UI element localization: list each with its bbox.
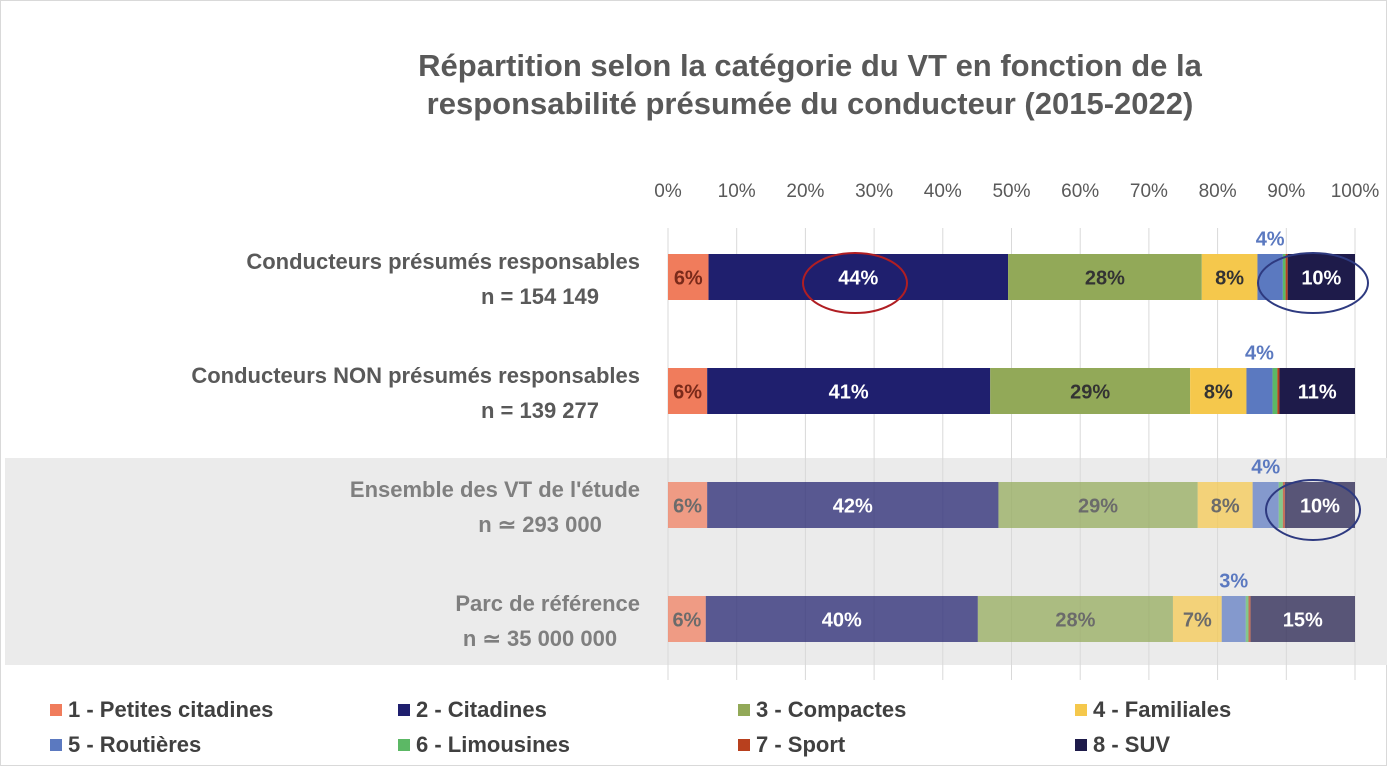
bar-segment bbox=[1287, 254, 1355, 300]
category-sublabel: n = 154 149 bbox=[481, 284, 599, 309]
value-label: 29% bbox=[1078, 495, 1118, 517]
legend-label: 7 - Sport bbox=[756, 732, 846, 757]
legend-label: 1 - Petites citadines bbox=[68, 697, 273, 722]
bar-segment bbox=[705, 596, 978, 642]
value-label: 40% bbox=[822, 609, 862, 631]
x-tick-label: 10% bbox=[718, 181, 756, 202]
bar-segment bbox=[707, 368, 991, 414]
bar-segment bbox=[1246, 368, 1273, 414]
x-tick-label: 0% bbox=[654, 181, 682, 202]
bar-segment bbox=[707, 482, 999, 528]
value-label: 8% bbox=[1215, 267, 1244, 289]
value-label: 6% bbox=[673, 381, 702, 403]
bar-segment bbox=[668, 482, 708, 528]
bar-segment bbox=[1284, 482, 1355, 528]
category-label: Ensemble des VT de l'étude bbox=[350, 477, 640, 502]
x-tick-label: 20% bbox=[786, 181, 824, 202]
category-label: Parc de référence bbox=[455, 591, 640, 616]
legend-swatch bbox=[398, 739, 410, 751]
legend-label: 2 - Citadines bbox=[416, 697, 547, 722]
legend-label: 5 - Routières bbox=[68, 732, 201, 757]
bar-segment bbox=[977, 596, 1173, 642]
bar-segment bbox=[1277, 368, 1280, 414]
bar-segment bbox=[668, 254, 709, 300]
x-tick-label: 60% bbox=[1061, 181, 1099, 202]
bar-segment bbox=[1197, 482, 1253, 528]
x-tick-label: 30% bbox=[855, 181, 893, 202]
value-label: 28% bbox=[1055, 609, 1095, 631]
x-tick-label: 80% bbox=[1199, 181, 1237, 202]
x-tick-label: 40% bbox=[924, 181, 962, 202]
value-label: 7% bbox=[1183, 609, 1212, 631]
value-label: 29% bbox=[1070, 381, 1110, 403]
bar-segment bbox=[708, 254, 1009, 300]
bar-segment bbox=[668, 596, 706, 642]
x-tick-label: 90% bbox=[1267, 181, 1305, 202]
value-label: 6% bbox=[672, 609, 701, 631]
value-label: 3% bbox=[1219, 570, 1248, 592]
value-label: 44% bbox=[838, 267, 878, 289]
bar-segment bbox=[1272, 368, 1278, 414]
legend-label: 4 - Familiales bbox=[1093, 697, 1231, 722]
legend-swatch bbox=[738, 739, 750, 751]
value-label: 6% bbox=[673, 495, 702, 517]
bar-segment bbox=[1201, 254, 1258, 300]
legend-label: 3 - Compactes bbox=[756, 697, 906, 722]
bar-segment bbox=[1190, 368, 1247, 414]
plot: 0% 10% 20% 30% 40% 50% 60% 70% 80% 90% 100% Conduct… bbox=[50, 181, 1379, 757]
legend-swatch bbox=[738, 704, 750, 716]
legend-swatch bbox=[1075, 739, 1087, 751]
legend-swatch bbox=[398, 704, 410, 716]
category-sublabel: n = 139 277 bbox=[481, 398, 599, 423]
annotation-ellipse bbox=[1257, 252, 1369, 314]
bar-segment bbox=[1285, 254, 1288, 300]
legend-swatch bbox=[1075, 704, 1087, 716]
value-label: 4% bbox=[1245, 342, 1274, 364]
bar-segment bbox=[1172, 596, 1222, 642]
bar-segment bbox=[1282, 254, 1286, 300]
bar-segment bbox=[1245, 596, 1249, 642]
x-tick-label: 70% bbox=[1130, 181, 1168, 202]
bar-segment bbox=[1008, 254, 1202, 300]
value-label: 42% bbox=[833, 495, 873, 517]
bar-segment bbox=[990, 368, 1191, 414]
value-label: 41% bbox=[829, 381, 869, 403]
bar-segment bbox=[1282, 482, 1285, 528]
bar-segment bbox=[1221, 596, 1246, 642]
category-label: Conducteurs présumés responsables bbox=[246, 249, 640, 274]
bar-segment bbox=[668, 368, 708, 414]
value-label: 8% bbox=[1211, 495, 1240, 517]
category-label: Conducteurs NON présumés responsables bbox=[191, 363, 640, 388]
legend-label: 8 - SUV bbox=[1093, 732, 1170, 757]
x-tick-label: 100% bbox=[1331, 181, 1380, 202]
legend-label: 6 - Limousines bbox=[416, 732, 570, 757]
value-label: 10% bbox=[1301, 267, 1341, 289]
value-label: 4% bbox=[1256, 228, 1285, 250]
bar-segment bbox=[1248, 596, 1251, 642]
x-tick-label: 50% bbox=[992, 181, 1030, 202]
value-label: 6% bbox=[674, 267, 703, 289]
bar-segment bbox=[1279, 368, 1355, 414]
value-label: 11% bbox=[1298, 381, 1337, 403]
value-label: 15% bbox=[1283, 609, 1323, 631]
chart-title: Répartition selon la catégorie du VT en … bbox=[418, 48, 1202, 83]
annotation-ellipse bbox=[1265, 479, 1361, 541]
category-sublabel: n ≃ 35 000 000 bbox=[463, 626, 617, 651]
category-sublabel: n ≃ 293 000 bbox=[478, 512, 602, 537]
legend-swatch bbox=[50, 739, 62, 751]
value-label: 28% bbox=[1085, 267, 1125, 289]
legend-swatch bbox=[50, 704, 62, 716]
chart-title: responsabilité présumée du conducteur (2… bbox=[427, 86, 1194, 121]
bar-segment bbox=[1278, 482, 1283, 528]
value-label: 4% bbox=[1251, 456, 1280, 478]
bar-segment bbox=[1250, 596, 1355, 642]
value-label: 8% bbox=[1204, 381, 1233, 403]
annotation-ellipse bbox=[802, 252, 908, 314]
bar-segment bbox=[998, 482, 1198, 528]
value-label: 10% bbox=[1300, 495, 1340, 517]
